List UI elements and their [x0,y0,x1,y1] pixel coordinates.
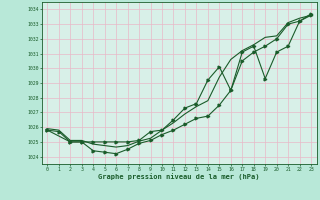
X-axis label: Graphe pression niveau de la mer (hPa): Graphe pression niveau de la mer (hPa) [99,173,260,180]
